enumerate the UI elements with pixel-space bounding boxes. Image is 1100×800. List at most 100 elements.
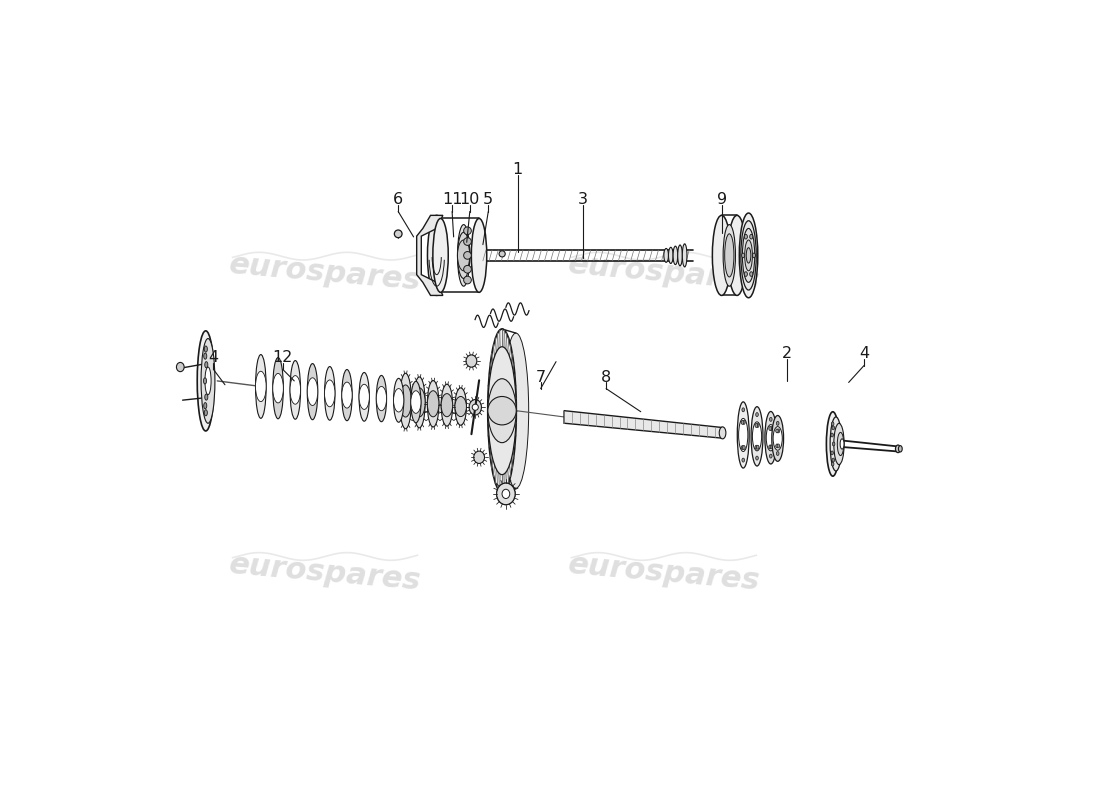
Ellipse shape (682, 244, 686, 267)
Ellipse shape (750, 272, 752, 276)
Ellipse shape (290, 361, 300, 419)
Ellipse shape (755, 423, 758, 427)
Ellipse shape (441, 384, 453, 426)
Text: 8: 8 (601, 370, 612, 385)
Ellipse shape (833, 442, 835, 446)
Ellipse shape (273, 358, 284, 418)
Ellipse shape (728, 215, 746, 295)
Ellipse shape (751, 406, 763, 466)
Ellipse shape (359, 373, 370, 421)
Ellipse shape (376, 386, 386, 410)
Ellipse shape (752, 253, 756, 258)
Ellipse shape (770, 426, 773, 430)
Ellipse shape (205, 367, 211, 394)
Ellipse shape (324, 366, 336, 420)
Ellipse shape (741, 253, 745, 258)
Ellipse shape (777, 429, 780, 433)
Ellipse shape (307, 363, 318, 420)
Ellipse shape (455, 397, 466, 417)
Ellipse shape (832, 422, 834, 426)
Ellipse shape (773, 426, 782, 450)
Ellipse shape (752, 422, 761, 451)
Ellipse shape (464, 227, 472, 234)
Text: eurospares: eurospares (228, 250, 422, 296)
Ellipse shape (487, 329, 516, 492)
Ellipse shape (433, 218, 449, 292)
Ellipse shape (428, 215, 446, 295)
Ellipse shape (767, 425, 775, 451)
Ellipse shape (464, 251, 472, 259)
Ellipse shape (750, 234, 752, 239)
Ellipse shape (502, 490, 509, 498)
Ellipse shape (669, 247, 673, 263)
Ellipse shape (204, 402, 207, 409)
Ellipse shape (830, 417, 842, 471)
Ellipse shape (464, 266, 472, 273)
Text: 9: 9 (716, 193, 727, 207)
Ellipse shape (273, 374, 284, 403)
Ellipse shape (394, 378, 404, 422)
Ellipse shape (427, 381, 439, 427)
Text: 12: 12 (273, 350, 293, 366)
Ellipse shape (723, 225, 736, 286)
Ellipse shape (742, 446, 745, 450)
Text: eurospares: eurospares (566, 250, 761, 296)
Ellipse shape (290, 376, 300, 404)
Ellipse shape (427, 390, 439, 417)
Ellipse shape (756, 413, 758, 417)
Ellipse shape (496, 483, 515, 505)
Ellipse shape (742, 420, 745, 424)
Ellipse shape (737, 402, 749, 468)
Ellipse shape (745, 234, 747, 239)
Ellipse shape (895, 445, 901, 453)
Ellipse shape (255, 371, 266, 402)
Ellipse shape (673, 246, 678, 265)
Ellipse shape (776, 444, 779, 448)
Text: eurospares: eurospares (228, 550, 422, 596)
Ellipse shape (458, 225, 470, 286)
Ellipse shape (770, 418, 772, 422)
Ellipse shape (307, 378, 318, 406)
Text: 1: 1 (513, 162, 522, 177)
Ellipse shape (255, 354, 266, 418)
Ellipse shape (410, 382, 421, 422)
Text: 4: 4 (208, 350, 219, 366)
Ellipse shape (832, 426, 835, 430)
Ellipse shape (414, 377, 426, 428)
Ellipse shape (826, 412, 839, 476)
Ellipse shape (678, 245, 682, 266)
Ellipse shape (205, 410, 208, 416)
Ellipse shape (770, 454, 772, 458)
Ellipse shape (197, 331, 215, 431)
Ellipse shape (487, 378, 516, 442)
Text: 10: 10 (460, 193, 480, 207)
Ellipse shape (399, 385, 411, 417)
Ellipse shape (830, 451, 834, 455)
Ellipse shape (499, 250, 505, 257)
Ellipse shape (496, 483, 515, 505)
Ellipse shape (458, 240, 470, 270)
Ellipse shape (832, 462, 834, 466)
Ellipse shape (755, 446, 758, 449)
Ellipse shape (469, 399, 482, 415)
Ellipse shape (410, 390, 421, 414)
Ellipse shape (342, 370, 352, 421)
Ellipse shape (756, 456, 758, 460)
Ellipse shape (472, 404, 478, 410)
Ellipse shape (205, 394, 208, 400)
Ellipse shape (503, 333, 529, 488)
Ellipse shape (474, 451, 484, 463)
Ellipse shape (741, 446, 744, 450)
Ellipse shape (769, 426, 771, 430)
Polygon shape (564, 410, 723, 438)
Ellipse shape (745, 240, 752, 270)
Ellipse shape (719, 427, 726, 439)
Polygon shape (417, 215, 443, 295)
Ellipse shape (769, 445, 771, 449)
Ellipse shape (757, 446, 759, 449)
Ellipse shape (464, 276, 472, 284)
Ellipse shape (739, 213, 758, 298)
Ellipse shape (205, 362, 208, 368)
Ellipse shape (832, 458, 835, 462)
Ellipse shape (342, 382, 352, 408)
